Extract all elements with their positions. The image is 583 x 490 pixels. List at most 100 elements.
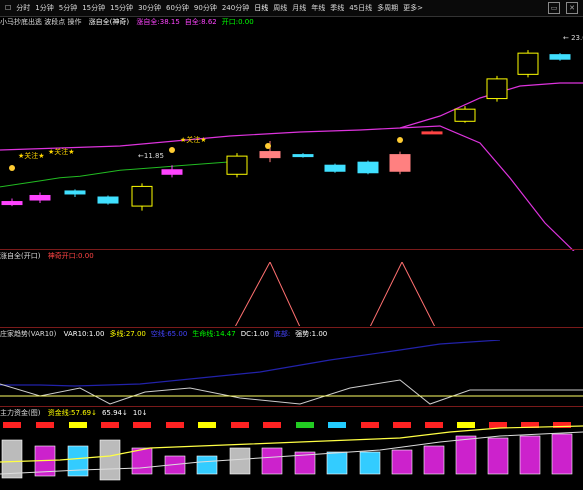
candle-body (357, 161, 379, 174)
panel3-chart (0, 340, 583, 405)
annotation-label: ★关注★ (180, 135, 207, 144)
annotation-label: ★关注★ (18, 151, 45, 160)
menu-icon[interactable]: ☐ (5, 4, 12, 12)
panel4-field: 10↓ (132, 409, 148, 417)
panel4-name[interactable]: 主力资金(图) (0, 409, 41, 417)
price-chart: ← 23.00←11.85★关注★★关注★★关注★ (0, 34, 583, 260)
fund-cap (101, 422, 119, 428)
period-tab[interactable]: 240分钟 (221, 4, 250, 12)
fund-cap (521, 422, 539, 428)
period-tab[interactable]: 90分钟 (193, 4, 217, 12)
fund-cap (425, 422, 443, 428)
period-tab[interactable]: 30分钟 (138, 4, 161, 12)
fund-cap (133, 422, 151, 428)
period-toolbar: ☐ 分时 1分钟 5分钟 15分钟 15分钟 30分钟 60分钟 90分钟 240分钟 日线 周线 月线… (0, 0, 583, 17)
fund-cap (231, 422, 249, 428)
fund-bar (67, 445, 89, 477)
fund-cap (553, 422, 571, 428)
panel3-field: 空线:65.00 (150, 330, 188, 338)
fund-cap (393, 422, 411, 428)
panel1-header: 小马抄底出逃 波段点 操作 涨自全(神奇) 涨自全:38.15 自全:8.62 开口… (0, 17, 583, 28)
fund-bar (423, 445, 445, 475)
fund-bar (326, 451, 348, 475)
panel3-field: 强势:1.00 (295, 330, 328, 338)
fund-cap (198, 422, 216, 428)
period-tab[interactable]: 5分钟 (58, 4, 78, 12)
fund-bar (131, 447, 153, 475)
period-tab[interactable]: 周线 (273, 4, 288, 12)
candle-body (389, 154, 411, 172)
fund-cap (361, 422, 379, 428)
fund-cap (263, 422, 281, 428)
candle-body (292, 154, 314, 158)
fund-bar (487, 437, 509, 475)
white-line (0, 379, 583, 405)
panel1-field: 开口:0.00 (221, 18, 254, 26)
panel1-name[interactable]: 涨自全(神奇) (88, 18, 130, 26)
fund-bar (1, 439, 23, 479)
candle-body (324, 164, 346, 172)
period-tab[interactable]: 日线 (254, 4, 269, 12)
period-tab[interactable]: 分时 (16, 4, 31, 12)
period-tab[interactable]: 15分钟 (110, 4, 134, 12)
fund-bar (519, 435, 541, 475)
fund-cap (69, 422, 87, 428)
coin-icon (169, 147, 175, 153)
blue-line (0, 340, 501, 387)
high-price-label: ← 23.00 (563, 34, 583, 42)
panel4-header: 主力资金(图) 资金线:57.69↓ 65.94↓ 10↓ (0, 408, 583, 419)
candle-body (97, 196, 119, 204)
panel2-header: 涨自全(开口) 神奇开口:0.00 (0, 251, 583, 262)
fund-cap (36, 422, 54, 428)
period-tab[interactable]: 年线 (311, 4, 326, 12)
ma-purple-line-2 (399, 125, 583, 260)
period-tab[interactable]: 多周期 (377, 4, 399, 12)
fund-bar (455, 435, 477, 475)
candle-body (226, 155, 248, 175)
panel4-field: 65.94↓ (101, 409, 128, 417)
low-price-label: ←11.85 (138, 152, 164, 160)
candle-body (486, 78, 508, 100)
panel2-chart (234, 262, 436, 326)
coin-icon (9, 165, 15, 171)
fund-cap (3, 422, 21, 428)
candle-body (259, 151, 281, 159)
panel3-field: 底部: (273, 330, 291, 338)
candle-body (421, 131, 443, 135)
panel3-field: VAR10:1.00 (63, 330, 105, 338)
period-tab[interactable]: 1分钟 (35, 4, 54, 12)
period-tab[interactable]: 15分钟 (82, 4, 106, 12)
close-icon[interactable]: ✕ (566, 2, 578, 14)
period-tab[interactable]: 45日线 (349, 4, 373, 12)
panel3-field: 生命线:14.47 (192, 330, 236, 338)
panel2-name[interactable]: 涨自全(开口) (0, 252, 41, 260)
fund-yellow-line (0, 425, 583, 463)
fund-bar (391, 449, 413, 475)
period-tab[interactable]: 月线 (292, 4, 307, 12)
fund-bar (229, 447, 251, 475)
period-tab[interactable]: 60分钟 (165, 4, 189, 12)
candle-body (64, 190, 86, 195)
fund-bar (551, 433, 573, 475)
panel1-prefix: 小马抄底出逃 波段点 操作 (0, 18, 82, 26)
min-icon[interactable]: ▭ (548, 2, 560, 14)
fund-bar (196, 455, 218, 475)
candle-body (161, 169, 183, 175)
panel3-field: DC:1.00 (240, 330, 269, 338)
fund-bar (99, 439, 121, 481)
fund-white-line (0, 431, 583, 475)
period-tab[interactable]: 更多> (403, 4, 423, 12)
fund-cap (296, 422, 314, 428)
fund-cap (489, 422, 507, 428)
candle-body (454, 108, 476, 122)
panel2-line (234, 262, 436, 326)
ma-green-line (0, 160, 241, 188)
panel3-name[interactable]: 庄家趋势(VAR10) (0, 330, 57, 338)
panel4-field: 资金线:57.69↓ (47, 409, 97, 417)
period-tab[interactable]: 季线 (330, 4, 345, 12)
fund-bar (294, 451, 316, 475)
panel4-chart (0, 422, 583, 481)
fund-bar (359, 451, 381, 475)
panel2-field: 神奇开口:0.00 (47, 252, 94, 260)
annotation-label: ★关注★ (48, 147, 75, 156)
